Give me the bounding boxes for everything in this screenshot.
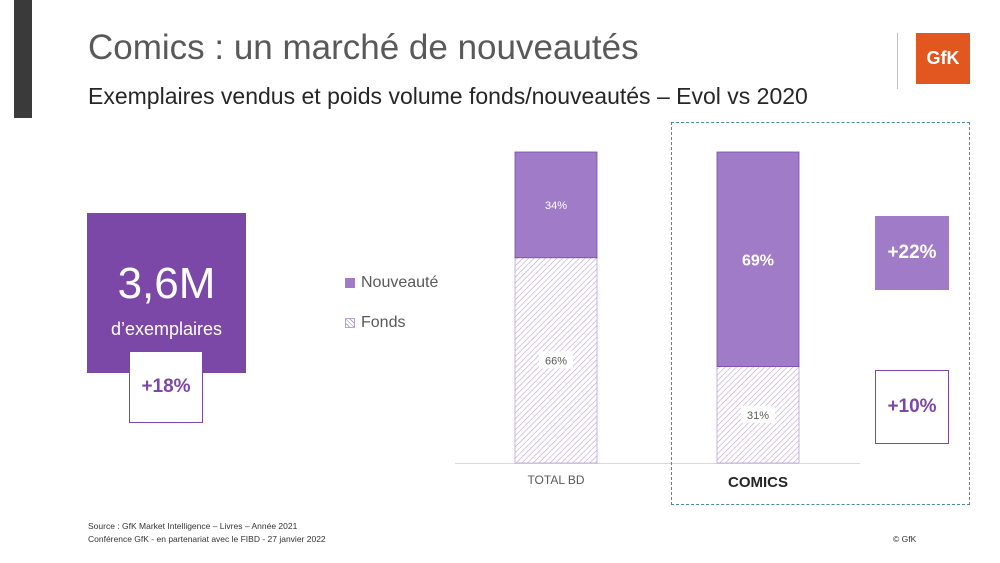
source-note: Source : GfK Market Intelligence – Livre…	[88, 521, 298, 531]
data-label-fonds-total-bd: 66%	[545, 355, 567, 367]
bar-nouveaute-comics	[716, 151, 800, 367]
page-subtitle: Exemplaires vendus et poids volume fonds…	[88, 83, 808, 109]
conference-note: Conférence GfK - en partenariat avec le …	[88, 534, 326, 544]
kpi-label: d’exemplaires	[110, 319, 223, 339]
legend-item-nouveaute: Nouveauté	[345, 274, 438, 292]
data-label-fonds-comics: 31%	[747, 410, 769, 422]
legend-label-fonds: Fonds	[361, 314, 406, 331]
data-label-nouveaute-total-bd: 34%	[545, 200, 567, 212]
evolution-nouveaute-badge: +22%	[875, 216, 949, 290]
comics-highlight-frame	[671, 122, 970, 505]
bar-nouveaute-total-bd	[514, 151, 598, 259]
kpi-card: 3,6M d’exemplaires	[87, 213, 246, 373]
page-title: Comics : un marché de nouveautés	[88, 28, 639, 67]
category-label-comics: COMICS	[728, 474, 788, 491]
evolution-fonds-badge: +10%	[875, 370, 949, 444]
copyright: © GfK	[893, 534, 917, 544]
data-label-bg-comics	[741, 405, 775, 423]
kpi-value: 3,6M	[117, 259, 216, 308]
gfk-logo: GfK	[916, 33, 970, 84]
logo-separator	[897, 33, 898, 89]
legend-swatch-fonds	[345, 318, 355, 328]
data-label-bg-total-bd	[539, 351, 573, 369]
legend-item-fonds: Fonds	[345, 314, 405, 332]
kpi-evolution-badge: +18%	[129, 351, 203, 423]
legend-swatch-nouveaute	[345, 278, 355, 288]
data-label-nouveaute-comics: 69%	[742, 252, 774, 269]
legend-label-nouveaute: Nouveauté	[361, 274, 439, 291]
accent-bar	[14, 0, 32, 118]
category-label-total-bd: TOTAL BD	[527, 473, 584, 487]
